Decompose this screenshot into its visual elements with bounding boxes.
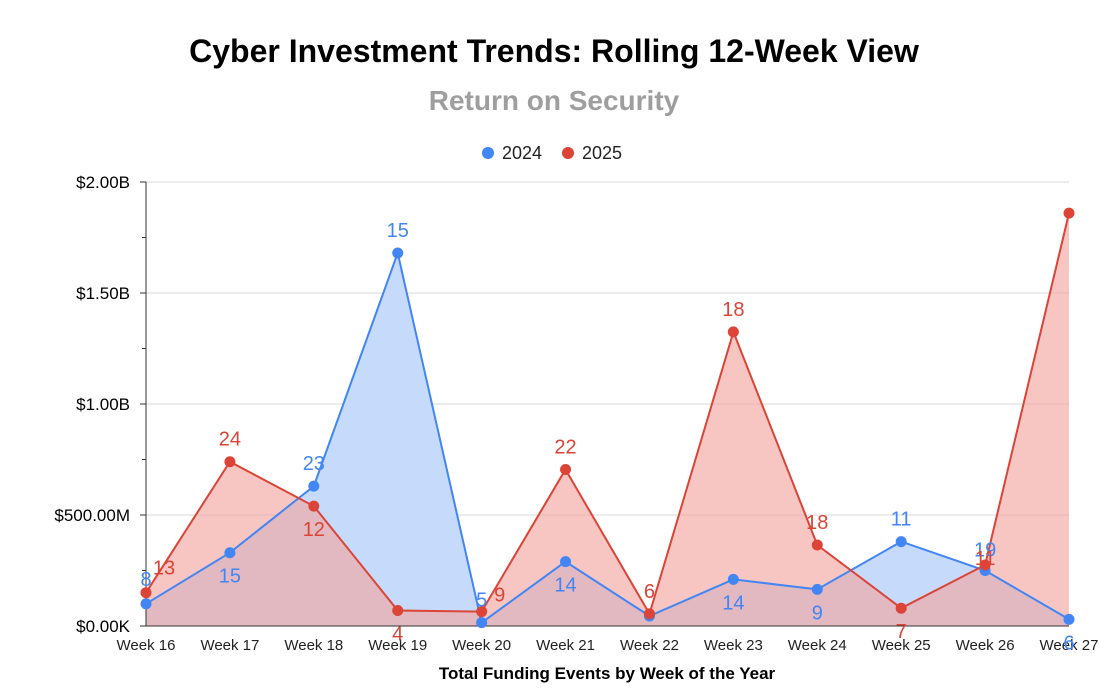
legend[interactable]: 2024 2025 xyxy=(482,143,622,163)
point-2025[interactable] xyxy=(140,587,152,599)
point-2025[interactable] xyxy=(979,559,991,571)
point-2024[interactable] xyxy=(727,573,739,585)
point-2024[interactable] xyxy=(895,536,907,548)
x-tick-label: Week 17 xyxy=(200,637,259,654)
data-label-2024: 8 xyxy=(140,569,151,591)
legend-item-2025[interactable]: 2025 xyxy=(562,143,622,163)
data-label-2025: 13 xyxy=(153,558,175,580)
data-label-2024: 14 xyxy=(554,575,576,597)
data-label-2024: 15 xyxy=(219,566,241,588)
data-label-2024: 23 xyxy=(303,453,325,475)
data-label-2025: 4 xyxy=(392,623,403,645)
y-tick-label: $0.00K xyxy=(76,617,131,636)
gridlines xyxy=(146,181,1069,516)
x-axis-title: Total Funding Events by Week of the Year xyxy=(439,664,776,683)
data-label-2025: 22 xyxy=(554,436,576,458)
point-2024[interactable] xyxy=(1063,613,1075,625)
y-tick-label: $1.00B xyxy=(76,395,130,414)
y-tick-label: $500.00M xyxy=(54,506,130,525)
data-label-2025: 12 xyxy=(303,519,325,541)
point-2024[interactable] xyxy=(476,617,488,629)
point-2025[interactable] xyxy=(224,456,236,468)
point-2025[interactable] xyxy=(643,608,655,620)
x-tick-label: Week 22 xyxy=(620,637,679,654)
x-tick-label: Week 19 xyxy=(368,637,427,654)
y-tick-label: $2.00B xyxy=(76,173,130,192)
axes: $0.00K $500.00M $1.00B $1.50B $2.00B Week 16 W… xyxy=(54,173,1098,654)
point-2025[interactable] xyxy=(1063,207,1075,219)
point-2025[interactable] xyxy=(727,326,739,338)
data-label-2024: 5 xyxy=(476,590,487,612)
area-2024 xyxy=(146,253,1069,626)
x-tick-label: Week 18 xyxy=(284,637,343,654)
line-2024 xyxy=(145,249,1070,625)
data-label-2025: 11 xyxy=(975,548,996,570)
legend-marker-2025 xyxy=(562,147,574,159)
x-tick-label: Week 16 xyxy=(117,637,176,654)
x-tick-label: Week 25 xyxy=(872,637,931,654)
point-2024[interactable] xyxy=(308,480,320,492)
x-tick-label: Week 20 xyxy=(452,637,511,654)
point-2024[interactable] xyxy=(224,547,236,559)
x-tick-label: Week 21 xyxy=(536,637,595,654)
x-tick-label: Week 27 xyxy=(1040,637,1099,654)
point-2024[interactable] xyxy=(811,583,823,595)
point-2025[interactable] xyxy=(476,606,488,618)
x-tick-label: Week 23 xyxy=(704,637,763,654)
point-2025[interactable] xyxy=(895,602,907,614)
data-label-2024: 9 xyxy=(812,602,823,624)
areas xyxy=(146,213,1069,626)
point-2025[interactable] xyxy=(392,604,404,616)
point-2024[interactable] xyxy=(560,556,572,568)
points xyxy=(140,207,1075,629)
x-tick-label: Week 26 xyxy=(956,637,1015,654)
chart-title: Cyber Investment Trends: Rolling 12-Week… xyxy=(189,33,919,69)
chart-subtitle: Return on Security xyxy=(429,85,680,116)
point-2025[interactable] xyxy=(308,500,320,512)
legend-marker-2024 xyxy=(482,147,494,159)
data-label-2025: 24 xyxy=(219,429,241,451)
legend-label-2025: 2025 xyxy=(582,143,622,163)
legend-label-2024: 2024 xyxy=(502,143,542,163)
line-2025 xyxy=(145,212,1070,617)
point-2025[interactable] xyxy=(560,463,572,475)
point-2024[interactable] xyxy=(392,247,404,259)
lines xyxy=(145,212,1070,625)
data-label-2024: 6 xyxy=(1063,632,1074,654)
point-2025[interactable] xyxy=(811,539,823,551)
data-label-2024: 11 xyxy=(891,509,912,531)
x-tick-label: Week 24 xyxy=(788,637,847,654)
data-label-2025: 18 xyxy=(806,512,828,534)
point-2024[interactable] xyxy=(140,598,152,610)
data-label-2025: 7 xyxy=(896,621,907,643)
data-label-2025: 18 xyxy=(722,299,744,321)
data-label-2024: 19 xyxy=(974,540,996,562)
data-label-2024: 15 xyxy=(387,220,409,242)
data-label-2025: 9 xyxy=(494,585,505,607)
y-tick-label: $1.50B xyxy=(76,284,130,303)
data-label-2024: 14 xyxy=(722,592,744,614)
legend-item-2024[interactable]: 2024 xyxy=(482,143,542,163)
data-label-2025: 6 xyxy=(644,581,655,603)
